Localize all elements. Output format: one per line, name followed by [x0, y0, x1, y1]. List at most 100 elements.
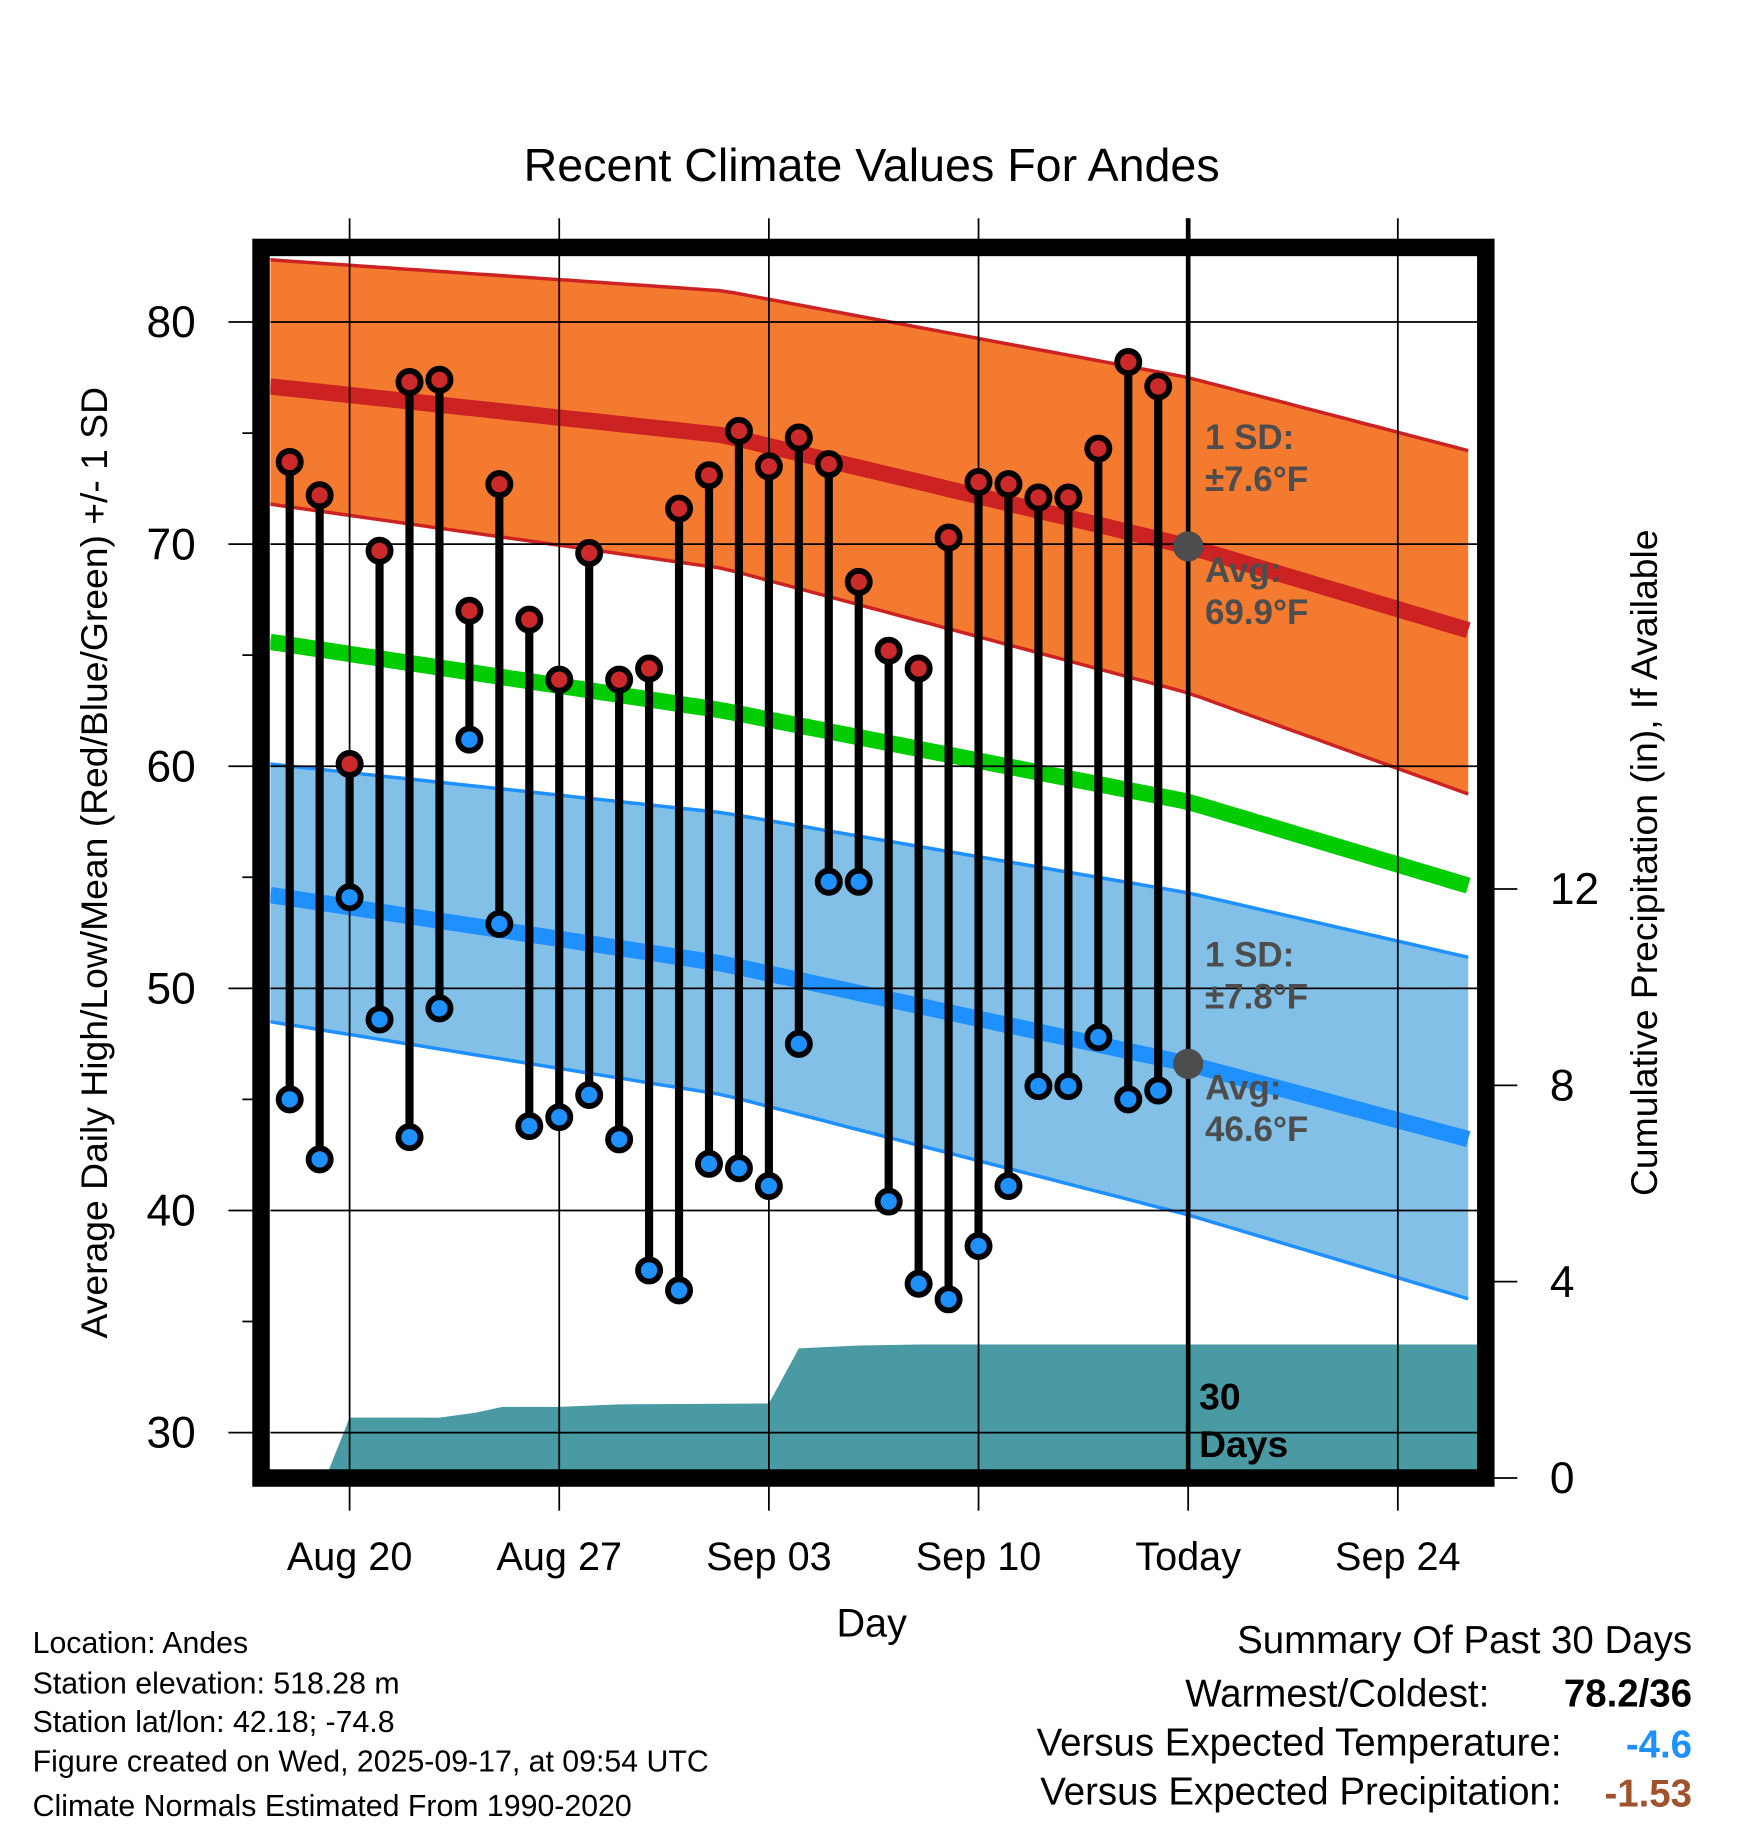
low-point: [1024, 1072, 1053, 1101]
high-point: [1114, 348, 1143, 376]
annotation-high-avg-1: Avg:: [1205, 551, 1281, 590]
annotation-high-sd-2: ±7.6°F: [1205, 460, 1308, 499]
x-tick-label: Today: [1135, 1535, 1241, 1579]
y-tick-label: 60: [147, 742, 196, 791]
footer-location: Location: Andes: [33, 1627, 249, 1660]
y-tick-label: 50: [147, 964, 196, 1013]
low-point: [754, 1172, 783, 1201]
footer-normals: Climate Normals Estimated From 1990-2020: [33, 1790, 632, 1823]
high-point: [874, 636, 903, 665]
summary-warmest-value: 78.2/36: [1564, 1672, 1692, 1715]
low-point: [994, 1172, 1023, 1201]
x-tick-label: Sep 24: [1335, 1535, 1461, 1579]
low-point: [635, 1256, 664, 1285]
high-point: [695, 461, 723, 490]
low-sd-band-upper-edge: [270, 762, 1469, 960]
high-sd-band: [270, 259, 1469, 794]
low-point: [1114, 1085, 1143, 1114]
footer-latlon: Station lat/lon: 42.18; -74.8: [33, 1706, 395, 1739]
footer-created: Figure created on Wed, 2025-09-17, at 09…: [33, 1746, 709, 1779]
y2-tick-label: 4: [1550, 1258, 1575, 1307]
low-point: [874, 1187, 903, 1216]
summary-temp-label: Versus Expected Temperature:: [1037, 1721, 1562, 1764]
annotation-low-sd-1: 1 SD:: [1205, 935, 1294, 974]
high-point: [665, 494, 694, 523]
summary-title: Summary Of Past 30 Days: [1237, 1619, 1692, 1662]
high-point: [365, 536, 394, 565]
high-sd-band-upper-edge: [270, 258, 1469, 453]
summary-temp-value: -4.6: [1626, 1724, 1692, 1767]
y2-tick-label: 8: [1550, 1062, 1575, 1111]
summary-panel: Summary Of Past 30 Days Warmest/Coldest:…: [1037, 1619, 1692, 1816]
high-point: [275, 447, 304, 476]
x-axis-label: Day: [836, 1602, 907, 1646]
y2-tick-label: 0: [1550, 1454, 1575, 1503]
annotation-high-sd-1: 1 SD:: [1205, 418, 1294, 457]
precip-area: [328, 1344, 1478, 1470]
x-tick-label: Aug 27: [496, 1535, 622, 1579]
annotation-precip-1: 30: [1199, 1375, 1240, 1417]
low-point: [275, 1085, 304, 1114]
low-point: [724, 1154, 753, 1183]
summary-warmest-label: Warmest/Coldest:: [1185, 1672, 1489, 1715]
y-tick-label: 70: [147, 520, 196, 569]
high-point: [754, 452, 783, 481]
low-avg-line: [270, 886, 1471, 1148]
high-point: [545, 665, 574, 694]
high-point: [904, 654, 933, 683]
high-point: [485, 470, 514, 499]
plot-frame: [252, 238, 1495, 1487]
low-point: [515, 1112, 544, 1141]
footer-elevation: Station elevation: 518.28 m: [33, 1668, 400, 1701]
y2-tick-label: 12: [1550, 865, 1599, 914]
high-point: [455, 596, 484, 625]
y-tick-label: 80: [147, 298, 196, 347]
low-point: [964, 1232, 993, 1260]
low-point: [545, 1103, 574, 1132]
y-tick-label: 30: [147, 1409, 196, 1458]
x-tick-label: Sep 03: [706, 1535, 832, 1579]
annotation-low-avg-1: Avg:: [1205, 1068, 1281, 1107]
low-point: [784, 1029, 813, 1058]
high-point: [844, 567, 873, 596]
low-sd-band: [270, 764, 1469, 1299]
high-point: [575, 539, 604, 567]
high-point: [1144, 372, 1173, 401]
high-point: [964, 467, 993, 496]
today-low-avg-marker: [1173, 1048, 1204, 1080]
low-point: [425, 994, 454, 1023]
chart-title: Recent Climate Values For Andes: [524, 139, 1220, 191]
low-sd-band-lower-edge: [270, 1019, 1469, 1301]
low-point: [455, 725, 484, 754]
high-point: [1024, 483, 1053, 512]
high-point: [1084, 434, 1113, 463]
high-point: [335, 750, 364, 778]
low-point: [904, 1269, 933, 1298]
low-point: [485, 909, 514, 938]
high-point: [515, 605, 544, 634]
high-point: [425, 365, 454, 394]
high-point: [395, 367, 424, 396]
x-tick-label: Sep 10: [916, 1535, 1042, 1579]
low-point: [395, 1123, 424, 1152]
high-point: [994, 470, 1023, 499]
y2-axis-label: Cumulative Precipitation (in), If Availa…: [1623, 529, 1665, 1196]
low-point: [934, 1285, 963, 1314]
low-point: [1084, 1023, 1113, 1052]
low-point: [844, 867, 873, 896]
low-point: [605, 1125, 634, 1154]
low-point: [335, 883, 364, 912]
today-high-avg-marker: [1173, 531, 1204, 562]
footer-info: Location: Andes Station elevation: 518.2…: [33, 1627, 709, 1823]
low-point: [365, 1005, 394, 1034]
high-point: [305, 481, 334, 510]
high-sd-band-lower-edge: [270, 502, 1469, 796]
high-point: [814, 450, 843, 479]
plot-inner: [270, 255, 1478, 1470]
high-point: [934, 523, 963, 552]
summary-precip-value: -1.53: [1604, 1773, 1692, 1816]
high-point: [724, 416, 753, 445]
low-point: [1054, 1072, 1083, 1101]
